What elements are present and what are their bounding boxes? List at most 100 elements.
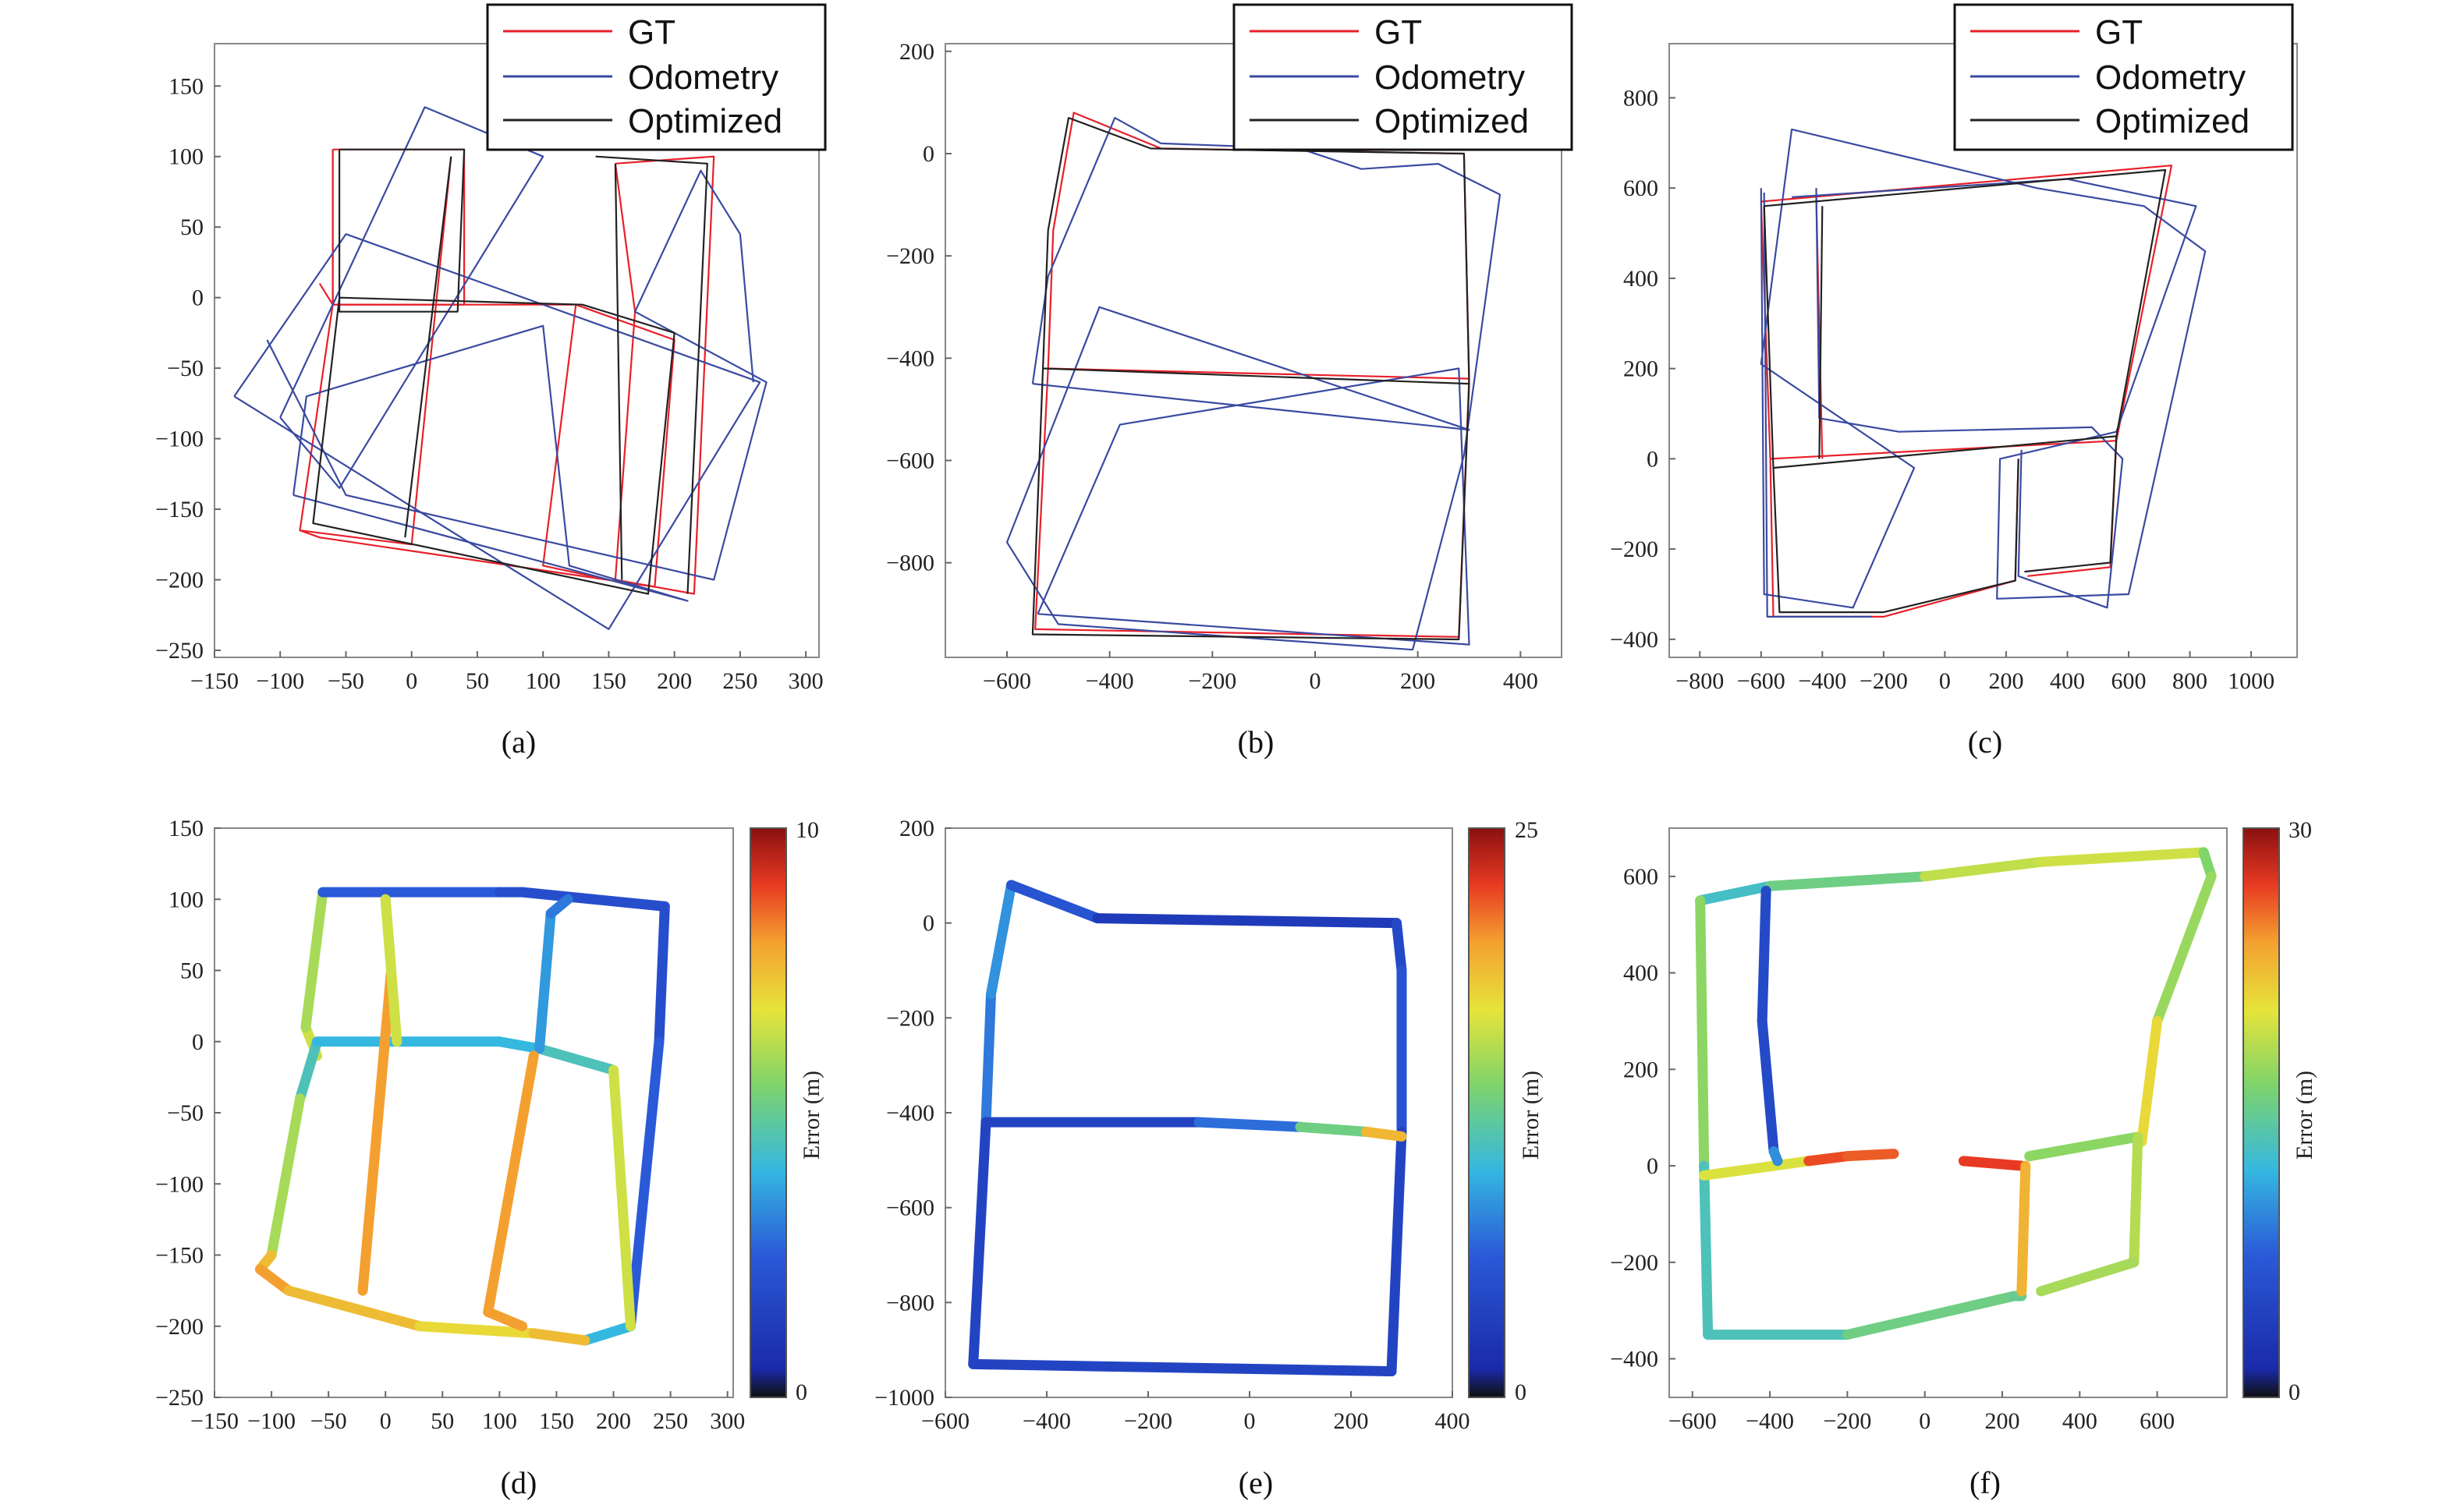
y-tick-label: −600: [886, 1195, 934, 1221]
legend-a: GT Odometry Optimized: [486, 3, 827, 151]
colorbar-gradient: [750, 827, 787, 1398]
panel-e: −600 −400 −200 0 200 400 200 0 −200 −400 −600 −800 −…: [874, 816, 1470, 1434]
legend-label-optimized: Optimized: [1374, 102, 1529, 140]
caption-b: (b): [1238, 724, 1275, 760]
x-tick-label: −400: [1798, 668, 1846, 694]
error-path-segment: [2036, 847, 2209, 867]
y-tick-label: 400: [1623, 266, 1658, 292]
x-tick-label: 100: [482, 1408, 517, 1434]
y-tick-label: 0: [1647, 446, 1658, 472]
y-tick-label: 150: [168, 73, 204, 99]
error-path-segment: [494, 1036, 545, 1054]
colorbar-min: 0: [1515, 1379, 1526, 1405]
series-line-gt: [542, 304, 609, 581]
caption-e: (e): [1239, 1465, 1273, 1500]
x-tick-label: 0: [406, 668, 417, 694]
x-tick-label: −400: [1023, 1408, 1071, 1434]
y-tick-label: 0: [923, 141, 934, 167]
y-tick-label: −150: [155, 1243, 204, 1269]
y-tick-label: −200: [1610, 536, 1658, 562]
series-line-odometry: [233, 233, 761, 630]
colorbar-e: 25 0 Error (m): [1468, 817, 1544, 1405]
y-tick-label: −1000: [874, 1385, 934, 1411]
error-path-segment: [1842, 1149, 1899, 1162]
x-tick-label: 400: [2050, 668, 2085, 694]
y-tick-label: 50: [180, 958, 204, 984]
colorbar-gradient: [2242, 827, 2280, 1398]
legend-label-odometry: Odometry: [1374, 58, 1525, 97]
legend-label-gt: GT: [1374, 13, 1422, 51]
x-tick-label: 250: [653, 1408, 688, 1434]
x-tick-label: −600: [1737, 668, 1785, 694]
colorbar-max: 10: [796, 817, 819, 843]
x-tick-label: 400: [1435, 1408, 1470, 1434]
error-path-segment: [254, 1264, 294, 1296]
error-path-segment: [1699, 1160, 1714, 1340]
error-path-segment: [300, 887, 328, 1032]
x-tick-label: 200: [1985, 1408, 2020, 1434]
y-tick-label: 400: [1623, 961, 1658, 986]
caption-d: (d): [501, 1465, 537, 1500]
x-tick-label: 200: [1400, 668, 1435, 694]
x-tick-label: 0: [1244, 1408, 1256, 1434]
error-path-segment: [1920, 856, 2047, 882]
error-path-segment: [2136, 1015, 2163, 1147]
x-tick-label: −200: [1823, 1408, 1871, 1434]
y-tick-label: −200: [155, 567, 204, 593]
error-path-segment: [2129, 1131, 2143, 1268]
error-path-segment: [1757, 885, 1771, 1026]
plot-frame: [1668, 827, 2228, 1398]
x-tick-label: −150: [190, 1408, 239, 1434]
x-tick-label: 200: [657, 668, 692, 694]
error-path-segment: [986, 880, 1016, 1000]
series-line-optimized: [1772, 459, 2019, 614]
series-line-optimized: [1763, 168, 2167, 469]
x-tick-label: −600: [1668, 1408, 1717, 1434]
y-tick-label: 0: [923, 911, 934, 937]
y-tick-label: −200: [155, 1314, 204, 1340]
error-path-segment: [608, 1064, 636, 1332]
x-tick-label: 400: [1503, 668, 1538, 694]
x-tick-label: 200: [1334, 1408, 1369, 1434]
error-path-segment: [483, 1307, 528, 1332]
series-line-optimized: [339, 148, 466, 313]
y-tick-label: 800: [1623, 85, 1658, 111]
series-line-gt: [299, 149, 675, 588]
error-path-segment: [266, 1093, 306, 1260]
legend-label-odometry: Odometry: [628, 58, 778, 97]
legend-label-optimized: Optimized: [2095, 102, 2250, 140]
series-line-odometry: [292, 324, 689, 602]
error-path-segment: [968, 1358, 1397, 1377]
y-tick-label: −100: [155, 427, 204, 452]
legend-label-gt: GT: [628, 13, 675, 51]
y-tick-label: 200: [899, 816, 934, 841]
error-path-segment: [1695, 895, 1710, 1171]
series-line-optimized: [595, 155, 708, 594]
y-tick-label: −100: [155, 1171, 204, 1197]
error-path-segment: [517, 887, 670, 912]
error-path-segment: [1768, 1146, 1783, 1167]
error-path-segment: [625, 1036, 665, 1332]
series-line-optimized: [404, 156, 452, 538]
x-tick-label: −200: [1860, 668, 1908, 694]
x-tick-label: 200: [1988, 668, 2023, 694]
y-tick-label: 0: [192, 1029, 204, 1055]
y-tick-label: 150: [168, 816, 204, 841]
series-line-odometry: [1763, 192, 1872, 618]
y-tick-label: −400: [1610, 627, 1658, 653]
error-path-segment: [980, 989, 996, 1128]
x-tick-label: −200: [1188, 668, 1236, 694]
x-tick-label: −50: [310, 1408, 347, 1434]
y-tick-label: −400: [886, 345, 934, 371]
y-tick-label: 100: [168, 887, 204, 912]
x-tick-label: 200: [596, 1408, 631, 1434]
x-tick-label: 400: [2062, 1408, 2097, 1434]
x-tick-label: −150: [190, 668, 239, 694]
series-line-odometry: [1760, 128, 2207, 609]
error-path-segment: [654, 901, 670, 1047]
error-path-segment: [1764, 871, 1930, 891]
error-path-segment: [2024, 1131, 2143, 1162]
caption-a: (a): [502, 724, 536, 760]
y-tick-label: −400: [1610, 1347, 1658, 1372]
